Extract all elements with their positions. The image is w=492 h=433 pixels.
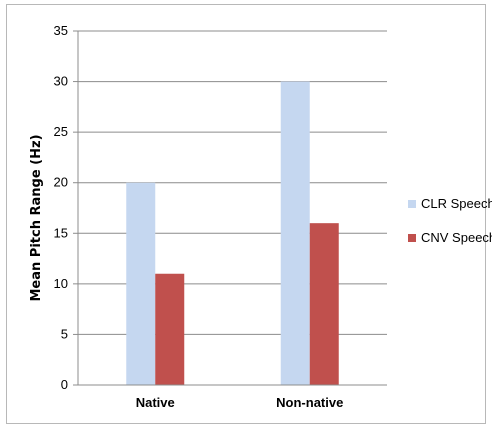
y-tick-labels: 0 5 10 15 20 25 30 35	[54, 23, 68, 392]
y-tick-label: 10	[54, 276, 68, 291]
y-tick-label: 15	[54, 225, 68, 240]
legend-label: CLR Speech	[421, 196, 492, 211]
bars	[126, 81, 339, 386]
bar-cnv-speech-non-native	[309, 223, 339, 385]
y-tick-label: 20	[54, 175, 68, 190]
y-tick-label: 0	[61, 377, 68, 392]
gridlines	[73, 30, 387, 386]
x-category-label: Non-native	[276, 395, 343, 410]
bar-clr-speech-non-native	[280, 81, 310, 386]
legend-swatch	[408, 234, 416, 242]
y-tick-label: 25	[54, 124, 68, 139]
x-category-label: Native	[136, 395, 175, 410]
y-axis-label: Mean Pitch Range (Hz)	[29, 134, 44, 301]
y-tick-label: 30	[54, 74, 68, 89]
bar-clr-speech-native	[126, 182, 156, 385]
x-category-labels: Native Non-native	[136, 395, 344, 410]
y-tick-label: 35	[54, 23, 68, 38]
y-tick-label: 5	[61, 326, 68, 341]
bar-cnv-speech-native	[155, 273, 185, 385]
legend-label: CNV Speech	[421, 230, 492, 245]
legend-swatch	[408, 200, 416, 208]
legend: CLR Speech CNV Speech	[408, 196, 492, 245]
axes	[77, 31, 387, 386]
chart-frame	[6, 4, 486, 424]
